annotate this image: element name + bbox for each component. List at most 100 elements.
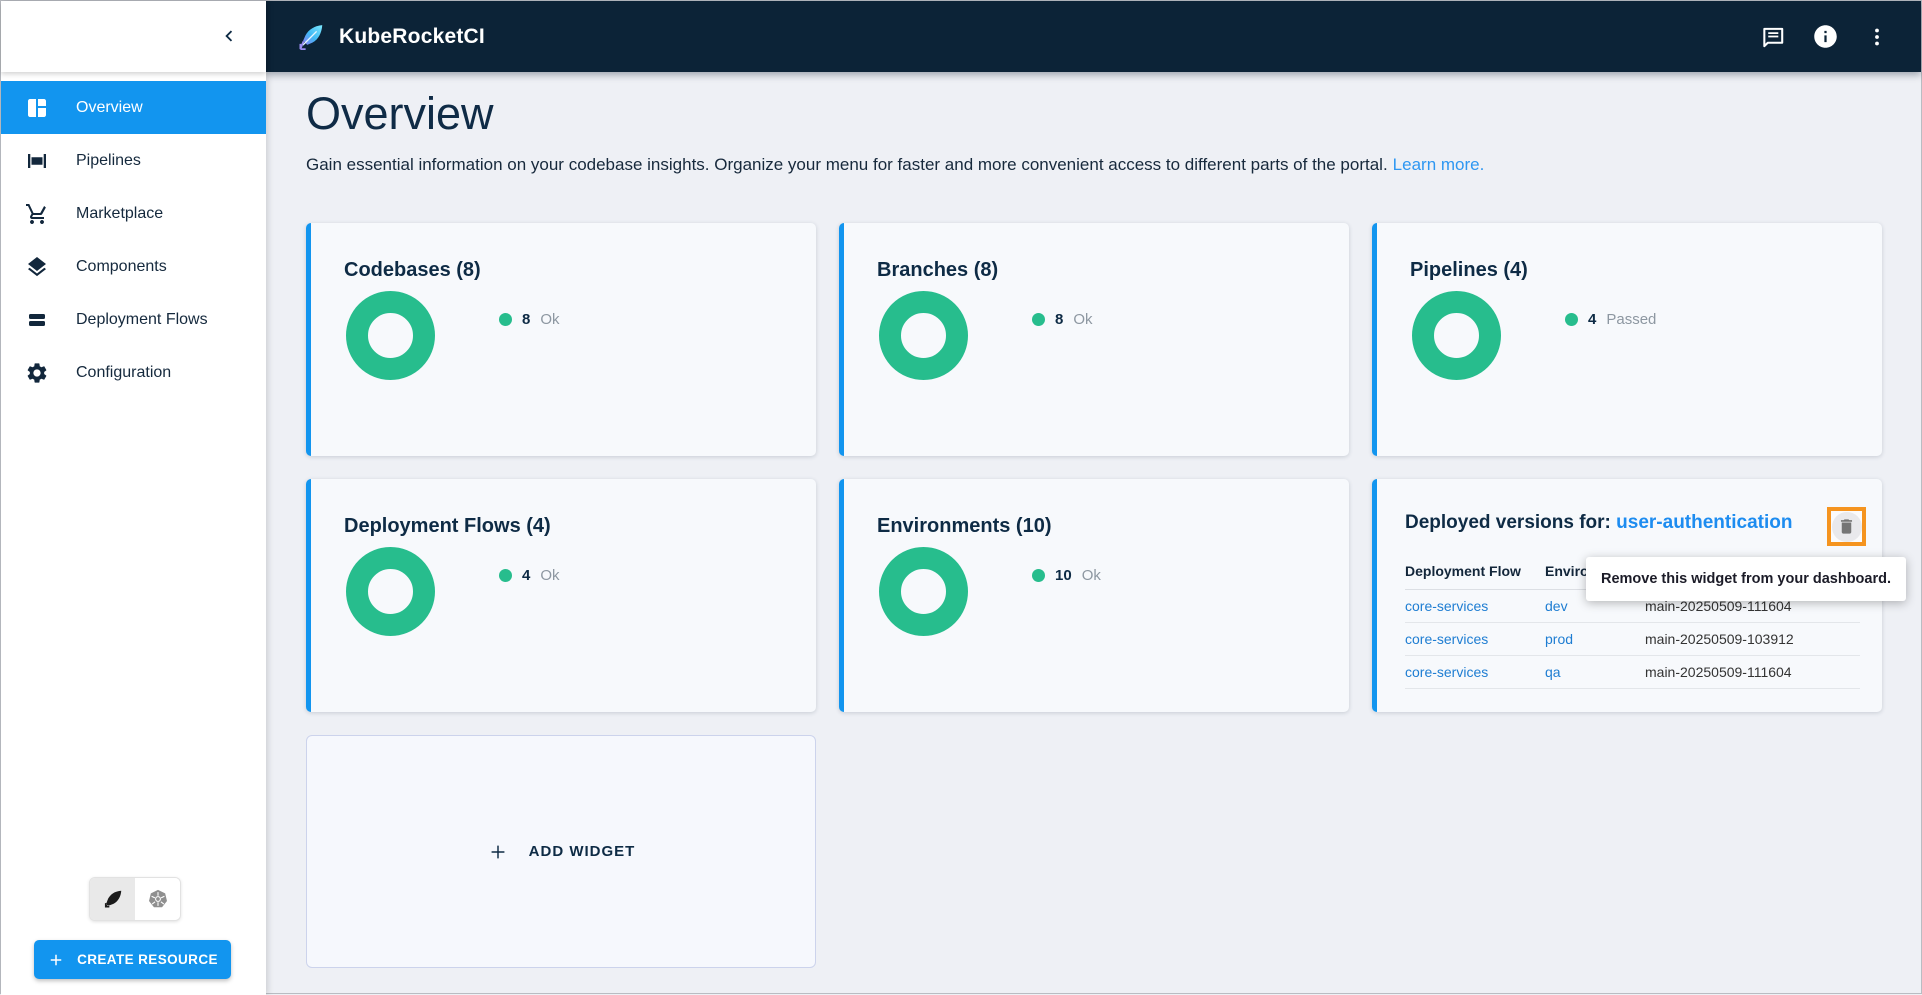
deployment-flow-link[interactable]: core-services [1405,631,1489,647]
widget-codebases: Codebases (8) 8 Ok [306,223,816,456]
trash-icon [1837,517,1856,536]
sidebar: Overview Pipelines Marketplace Component… [1,1,266,995]
widget-title: Branches (8) [877,259,999,281]
legend-label: Ok [1073,311,1093,328]
app-bar: KubeRocketCI [266,1,1921,72]
more-menu-button[interactable] [1865,25,1889,49]
column-header-flow: Deployment Flow [1405,563,1521,579]
deployed-versions-title-prefix: Deployed versions for: [1405,512,1617,533]
environment-link[interactable]: qa [1545,664,1561,680]
main-content: Overview Gain essential information on y… [266,72,1921,993]
table-row: core-services prod main-20250509-103912 [1405,623,1860,656]
sidebar-item-label: Marketplace [76,204,164,222]
legend-label: Ok [540,567,560,584]
appbar-actions [1760,23,1889,50]
status-dot-icon [1565,313,1578,326]
chat-icon [1760,24,1786,50]
rocket-quill-logo-icon [296,22,326,52]
branches-donut-chart [879,291,968,380]
deployed-versions-title: Deployed versions for: user-authenticati… [1405,512,1792,534]
plus-icon [487,841,509,863]
legend-count: 4 [522,567,531,584]
create-resource-button[interactable]: CREATE RESOURCE [34,940,231,979]
page-title: Overview [306,88,494,139]
version-value: main-20250509-103912 [1645,631,1794,647]
sidebar-item-deployment-flows[interactable]: Deployment Flows [1,293,266,346]
status-dot-icon [499,313,512,326]
sidebar-item-components[interactable]: Components [1,240,266,293]
sidebar-item-marketplace[interactable]: Marketplace [1,187,266,240]
widget-pipelines: Pipelines (4) 4 Passed [1372,223,1882,456]
sidebar-item-label: Deployment Flows [76,310,208,328]
widget-deployment-flows: Deployment Flows (4) 4 Ok [306,479,816,712]
sidebar-collapse-button[interactable] [218,25,240,47]
pipelines-icon [25,149,49,173]
remove-widget-tooltip: Remove this widget from your dashboard. [1586,557,1906,601]
kubernetes-icon [147,888,169,910]
sidebar-item-pipelines[interactable]: Pipelines [1,134,266,187]
legend-label: Ok [1081,567,1101,584]
status-dot-icon [1032,313,1045,326]
legend-label: Ok [540,311,560,328]
dashboard-icon [25,96,49,120]
legend-item: 8 Ok [1032,311,1093,328]
plus-icon [47,951,65,969]
sidebar-item-overview[interactable]: Overview [1,81,266,134]
layers-icon [25,255,49,279]
sidebar-item-label: Overview [76,98,143,116]
page-description-text: Gain essential information on your codeb… [306,155,1388,174]
sidebar-nav: Overview Pipelines Marketplace Component… [1,72,266,399]
legend-item: 4 Ok [499,567,560,584]
add-widget-label: ADD WIDGET [528,843,636,860]
portal-view-toggle-button[interactable] [90,878,135,920]
kubernetes-view-toggle-button[interactable] [135,878,180,920]
sidebar-item-label: Configuration [76,363,172,381]
sidebar-header [1,1,266,72]
brand-title: KubeRocketCI [339,24,485,48]
environment-link[interactable]: dev [1545,598,1568,614]
chevron-left-icon [218,25,240,47]
sidebar-item-label: Components [76,257,167,275]
info-button[interactable] [1812,23,1839,50]
codebases-donut-chart [346,291,435,380]
widget-title: Deployment Flows (4) [344,515,551,537]
version-value: main-20250509-111604 [1645,598,1792,614]
delete-widget-button[interactable] [1831,511,1862,542]
deployed-versions-table: Deployment Flow Environment core-service… [1405,559,1860,689]
learn-more-link[interactable]: Learn more. [1392,155,1485,174]
status-dot-icon [1032,569,1045,582]
view-toggle [89,877,181,921]
deployment-flow-link[interactable]: core-services [1405,598,1489,614]
version-value: main-20250509-111604 [1645,664,1792,680]
widget-title: Pipelines (4) [1410,259,1528,281]
quill-icon [102,888,124,910]
delete-widget-highlight [1827,507,1866,546]
pipelines-donut-chart [1412,291,1501,380]
deployment-flows-donut-chart [346,547,435,636]
sidebar-item-label: Pipelines [76,151,141,169]
legend-label: Passed [1606,311,1657,328]
page-description: Gain essential information on your codeb… [306,155,1921,175]
table-row: core-services dev main-20250509-111604 [1405,590,1860,623]
environment-link[interactable]: prod [1545,631,1574,647]
codebase-link[interactable]: user-authentication [1616,512,1793,533]
more-vert-icon [1865,25,1889,49]
add-widget-button[interactable]: ADD WIDGET [306,735,816,968]
brand: KubeRocketCI [296,22,485,52]
legend-item: 10 Ok [1032,567,1101,584]
status-dot-icon [499,569,512,582]
legend-item: 8 Ok [499,311,560,328]
legend-count: 8 [522,311,531,328]
cart-icon [25,202,49,226]
widget-branches: Branches (8) 8 Ok [839,223,1349,456]
feedback-chat-button[interactable] [1760,24,1786,50]
stack-icon [25,308,49,332]
widget-environments: Environments (10) 10 Ok [839,479,1349,712]
environments-donut-chart [879,547,968,636]
deployment-flow-link[interactable]: core-services [1405,664,1489,680]
legend-item: 4 Passed [1565,311,1656,328]
create-resource-label: CREATE RESOURCE [77,952,218,967]
sidebar-item-configuration[interactable]: Configuration [1,346,266,399]
widget-title: Environments (10) [877,515,1052,537]
